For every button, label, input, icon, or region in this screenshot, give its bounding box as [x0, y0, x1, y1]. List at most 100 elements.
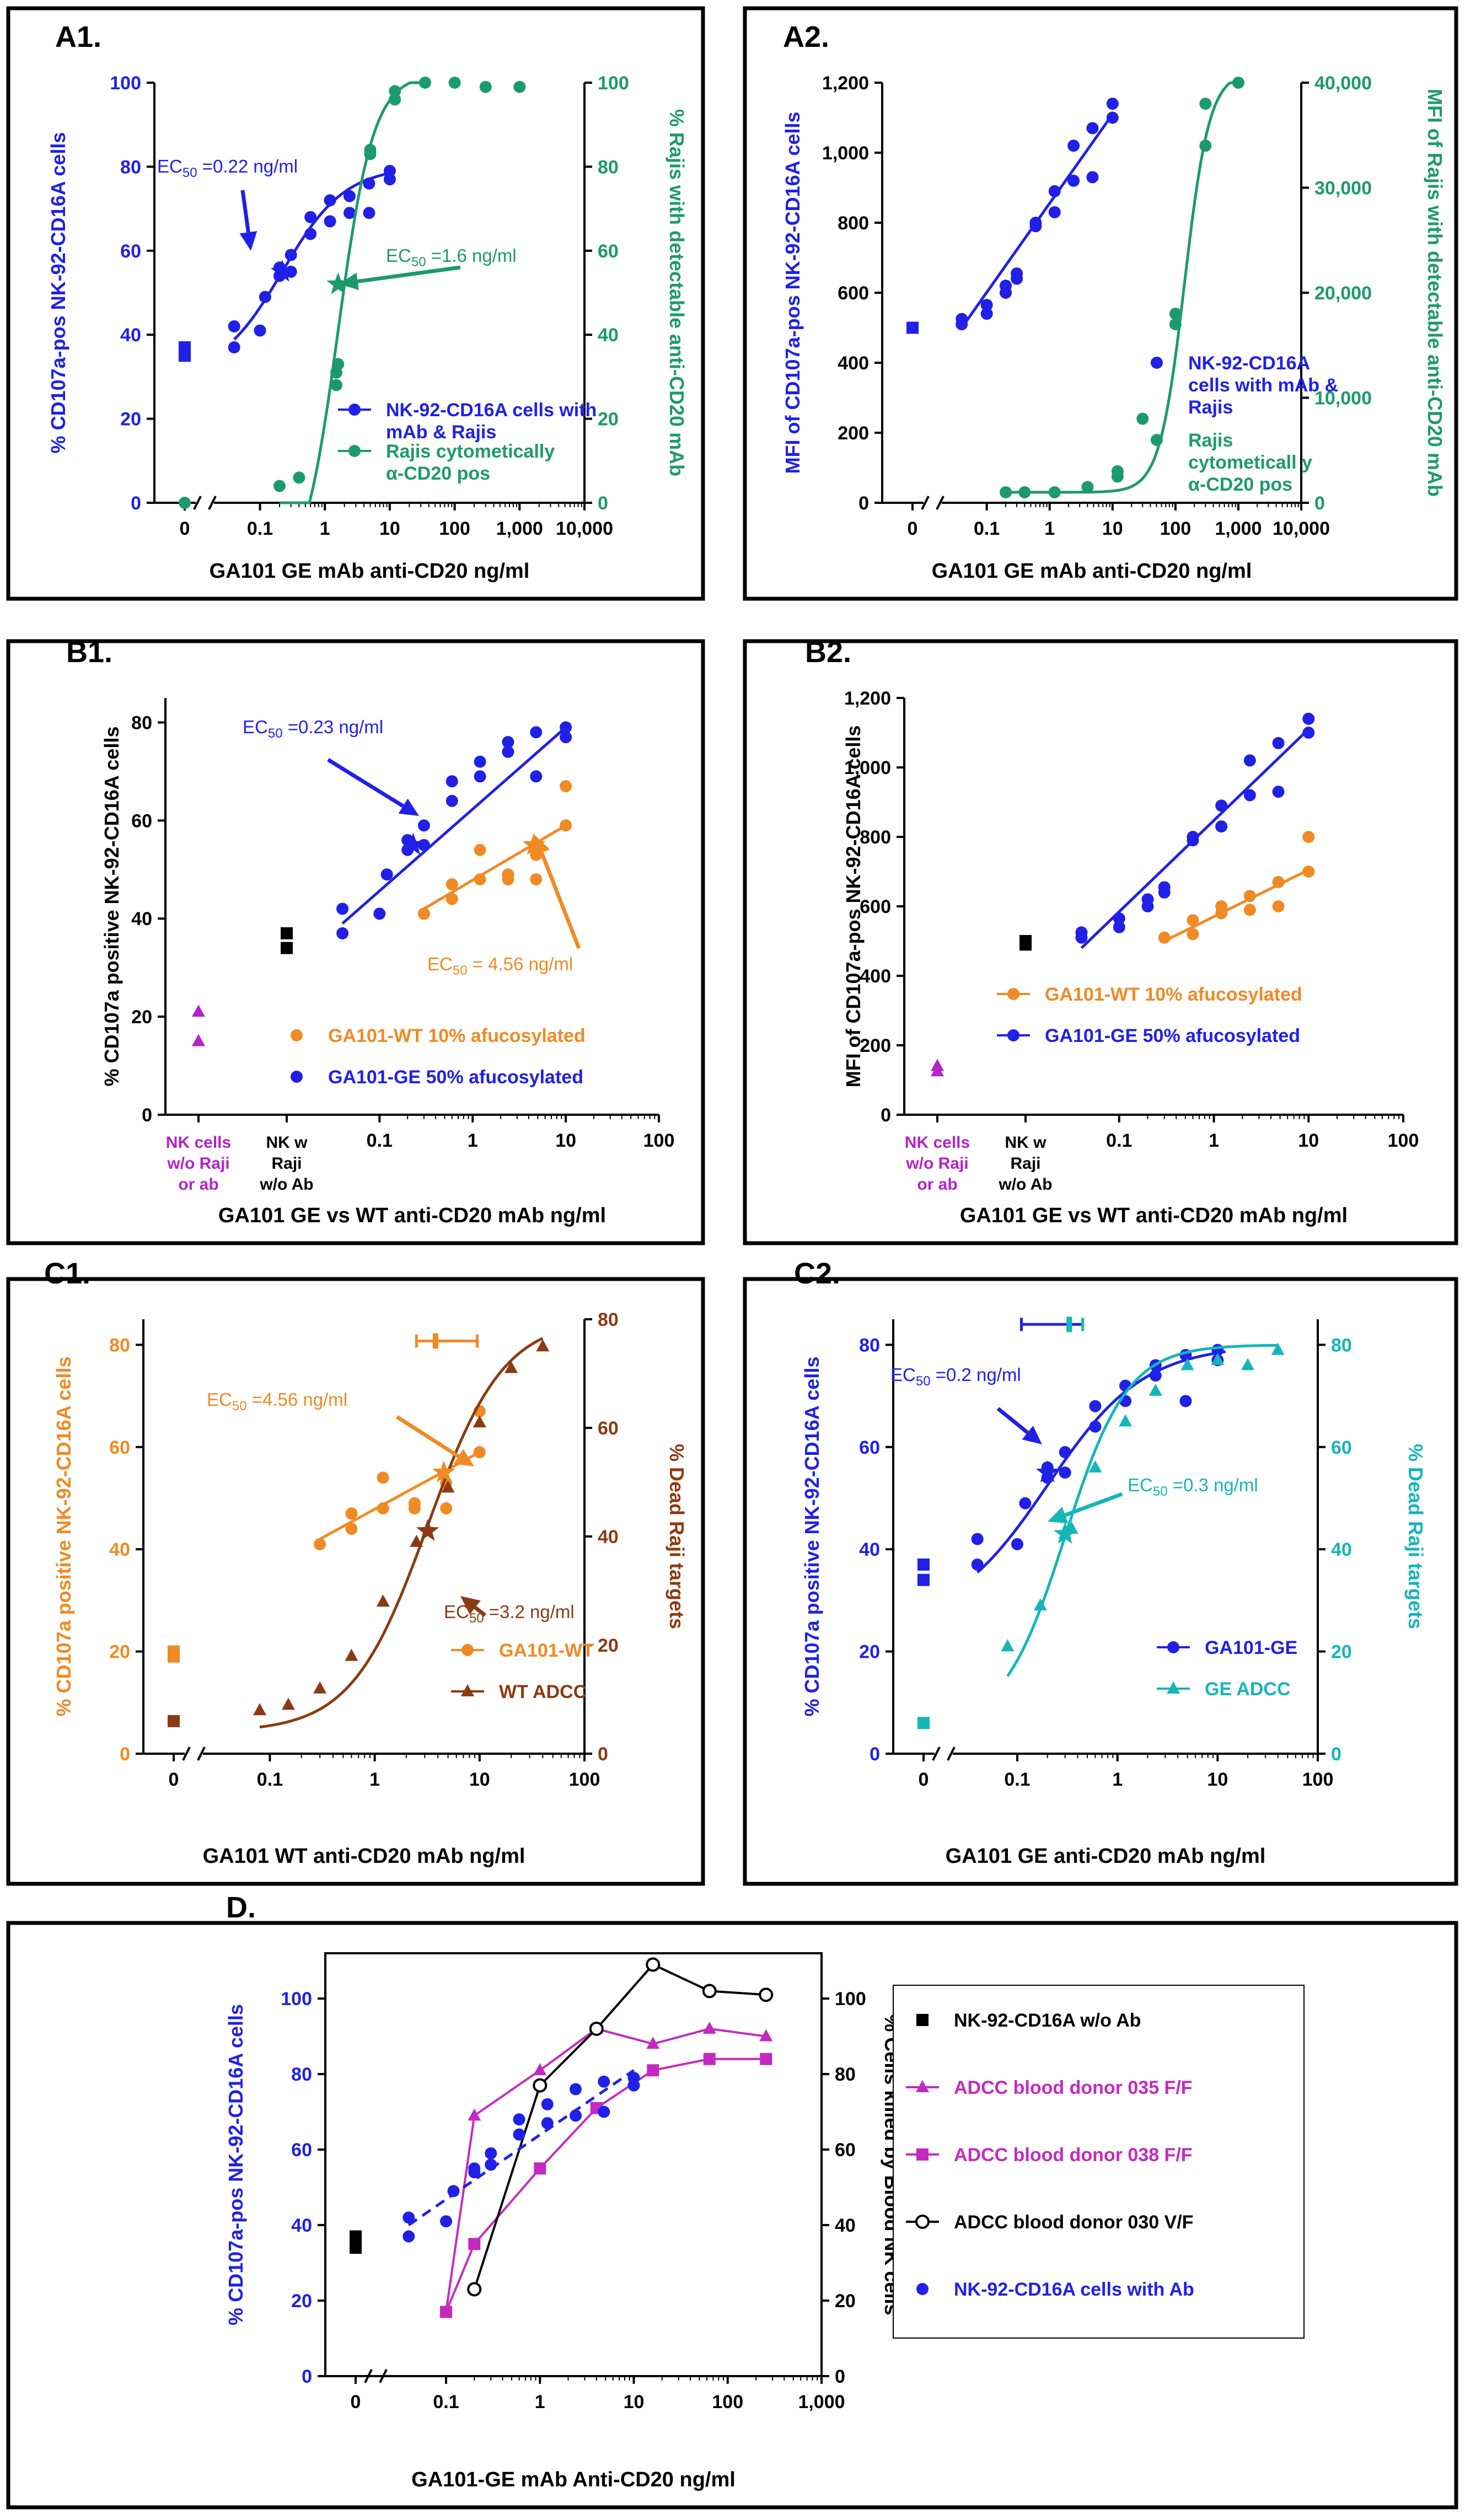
ec-prefix: EC [243, 717, 268, 737]
category-label-line: w/o Ab [998, 1175, 1052, 1194]
data-point [363, 207, 375, 219]
y-tick-label-left: 200 [838, 423, 869, 444]
arrow-head [1048, 1507, 1069, 1524]
y-tick-label-left: 60 [291, 2140, 312, 2161]
data-point [513, 2113, 525, 2126]
panel-d: D. 0 0.1 1 10 100 1,000 0 20 40 60 80 100 0 20 40 60 80 10… [6, 1891, 1458, 2510]
y-tick-label-right: 60 [835, 2140, 856, 2161]
data-point [759, 2029, 773, 2041]
data-point [228, 320, 240, 332]
zero-point [179, 350, 191, 362]
panel-letter: B2. [805, 636, 851, 669]
ec-sub: 50 [232, 1399, 247, 1414]
data-point [1243, 789, 1256, 802]
data-point [1215, 900, 1228, 912]
y-axis-label-left: % CD107a-pos NK-92-CD16A cells [47, 132, 69, 454]
data-point [980, 308, 993, 320]
data-point [502, 736, 514, 749]
x-tick-label: 1 [468, 1130, 478, 1151]
y-tick-label-left: 1,000 [844, 757, 891, 778]
data-point [364, 143, 377, 156]
data-point [560, 780, 572, 793]
y-tick-label-left: 60 [131, 810, 152, 831]
panel-c2: C2. 0 0.1 1 10 100 0 20 40 60 80 0 20 40 60 80 GA101 GE … [743, 1257, 1458, 1886]
panel-border [743, 1277, 1458, 1886]
ec-prefix: EC [386, 245, 411, 266]
y-tick-label-right: 40,000 [1314, 73, 1372, 94]
data-point [1086, 122, 1099, 135]
category-label-line: NK cells [905, 1133, 970, 1152]
y-tick-label-right: 100 [598, 73, 629, 94]
y-tick-label-right: 0 [1314, 493, 1325, 514]
series-rajis-cytometically-cd20-pos [179, 77, 526, 509]
ec50-annotation: EC50 =0.23 ng/ml [243, 717, 383, 741]
y-tick-label-left: 60 [120, 241, 141, 262]
data-point [1211, 1353, 1225, 1366]
legend-label: WT ADCC [499, 1681, 587, 1702]
ec-sub: 50 [1153, 1484, 1168, 1499]
x-tick-label: 10 [379, 518, 400, 539]
error-bar-center [432, 1333, 438, 1349]
x-tick-label: 100 [569, 1769, 600, 1790]
y-tick-label-left: 1,200 [844, 688, 891, 709]
y-tick-label-left: 20 [120, 409, 141, 430]
series-ga101-ge-50-afucosylated [336, 721, 572, 939]
data-point [569, 2109, 582, 2122]
x-tick-label-zero: 0 [919, 1769, 929, 1790]
zero-point [917, 1717, 930, 1729]
x-tick-label: 100 [439, 518, 470, 539]
y-tick-label-right: 40 [835, 2215, 856, 2236]
fit-curve [233, 171, 390, 341]
fit-curve [1006, 1344, 1278, 1677]
y-tick-label-left: 800 [838, 213, 869, 234]
category-label-line: NK w [266, 1133, 308, 1152]
axes: 0 0.1 1 10 100 0 20 40 60 80 0 20 40 60 80 [109, 1309, 619, 1790]
y-tick-label-right: 80 [598, 1309, 619, 1330]
fit-curve [280, 81, 429, 504]
ec50-star [522, 832, 546, 855]
category-label-line: NK cells [166, 1133, 231, 1152]
data-point [1215, 799, 1228, 812]
y-axis-label-left: MFI of CD107a-pos NK-92-CD16A cells [842, 726, 865, 1088]
data-point [533, 2063, 547, 2076]
y-tick-label-left: 1,000 [822, 143, 869, 164]
y-tick-label-left: 80 [291, 2064, 312, 2085]
fit-line [1163, 868, 1310, 943]
ec-value: =0.22 ng/ml [197, 156, 298, 176]
ec-value: =0.2 ng/ml [931, 1364, 1021, 1385]
data-point [999, 280, 1012, 292]
series-line [473, 1963, 766, 2290]
data-point [440, 1502, 453, 1515]
legend-marker [1151, 357, 1163, 369]
y-tick-label-left: 40 [131, 909, 152, 929]
data-point [1179, 1395, 1192, 1407]
axes: 0 0.1 1 10 100 1,000 10,000 0 200 400 600 800 1,000 1… [822, 73, 1372, 539]
y-tick-label-right: 20,000 [1314, 283, 1372, 304]
series-line [445, 2057, 766, 2313]
data-point [376, 1594, 390, 1607]
fit-line-dashed [407, 2069, 635, 2227]
legend-label-line: Rajis cytometically [386, 441, 555, 462]
ec-prefix: EC [207, 1389, 232, 1410]
data-point [373, 907, 386, 920]
y-tick-label-left: 200 [860, 1035, 891, 1056]
arrow-shaft [474, 1606, 487, 1617]
fit-line [319, 1450, 481, 1540]
category-point [192, 1034, 205, 1046]
data-point [1302, 712, 1315, 725]
y-axis-label-left: % CD107a positive NK-92-CD16A cells [801, 1357, 823, 1717]
legend-marker [291, 1071, 303, 1083]
x-tick-label-zero: 0 [169, 1769, 179, 1790]
data-point [1067, 139, 1080, 152]
data-point [541, 2098, 554, 2110]
x-tick-label: 1 [320, 518, 330, 539]
data-point [1272, 737, 1285, 749]
data-point [377, 1502, 389, 1515]
data-point [1199, 98, 1212, 110]
panel-letter: C2. [794, 1257, 840, 1290]
arrow-shaft [1064, 1492, 1123, 1517]
data-point [513, 2128, 525, 2141]
x-axis-label: GA101 GE vs WT anti-CD20 mAb ng/ml [218, 1204, 606, 1227]
y-tick-label-right: 100 [835, 1989, 866, 2009]
data-point [1059, 1446, 1071, 1459]
